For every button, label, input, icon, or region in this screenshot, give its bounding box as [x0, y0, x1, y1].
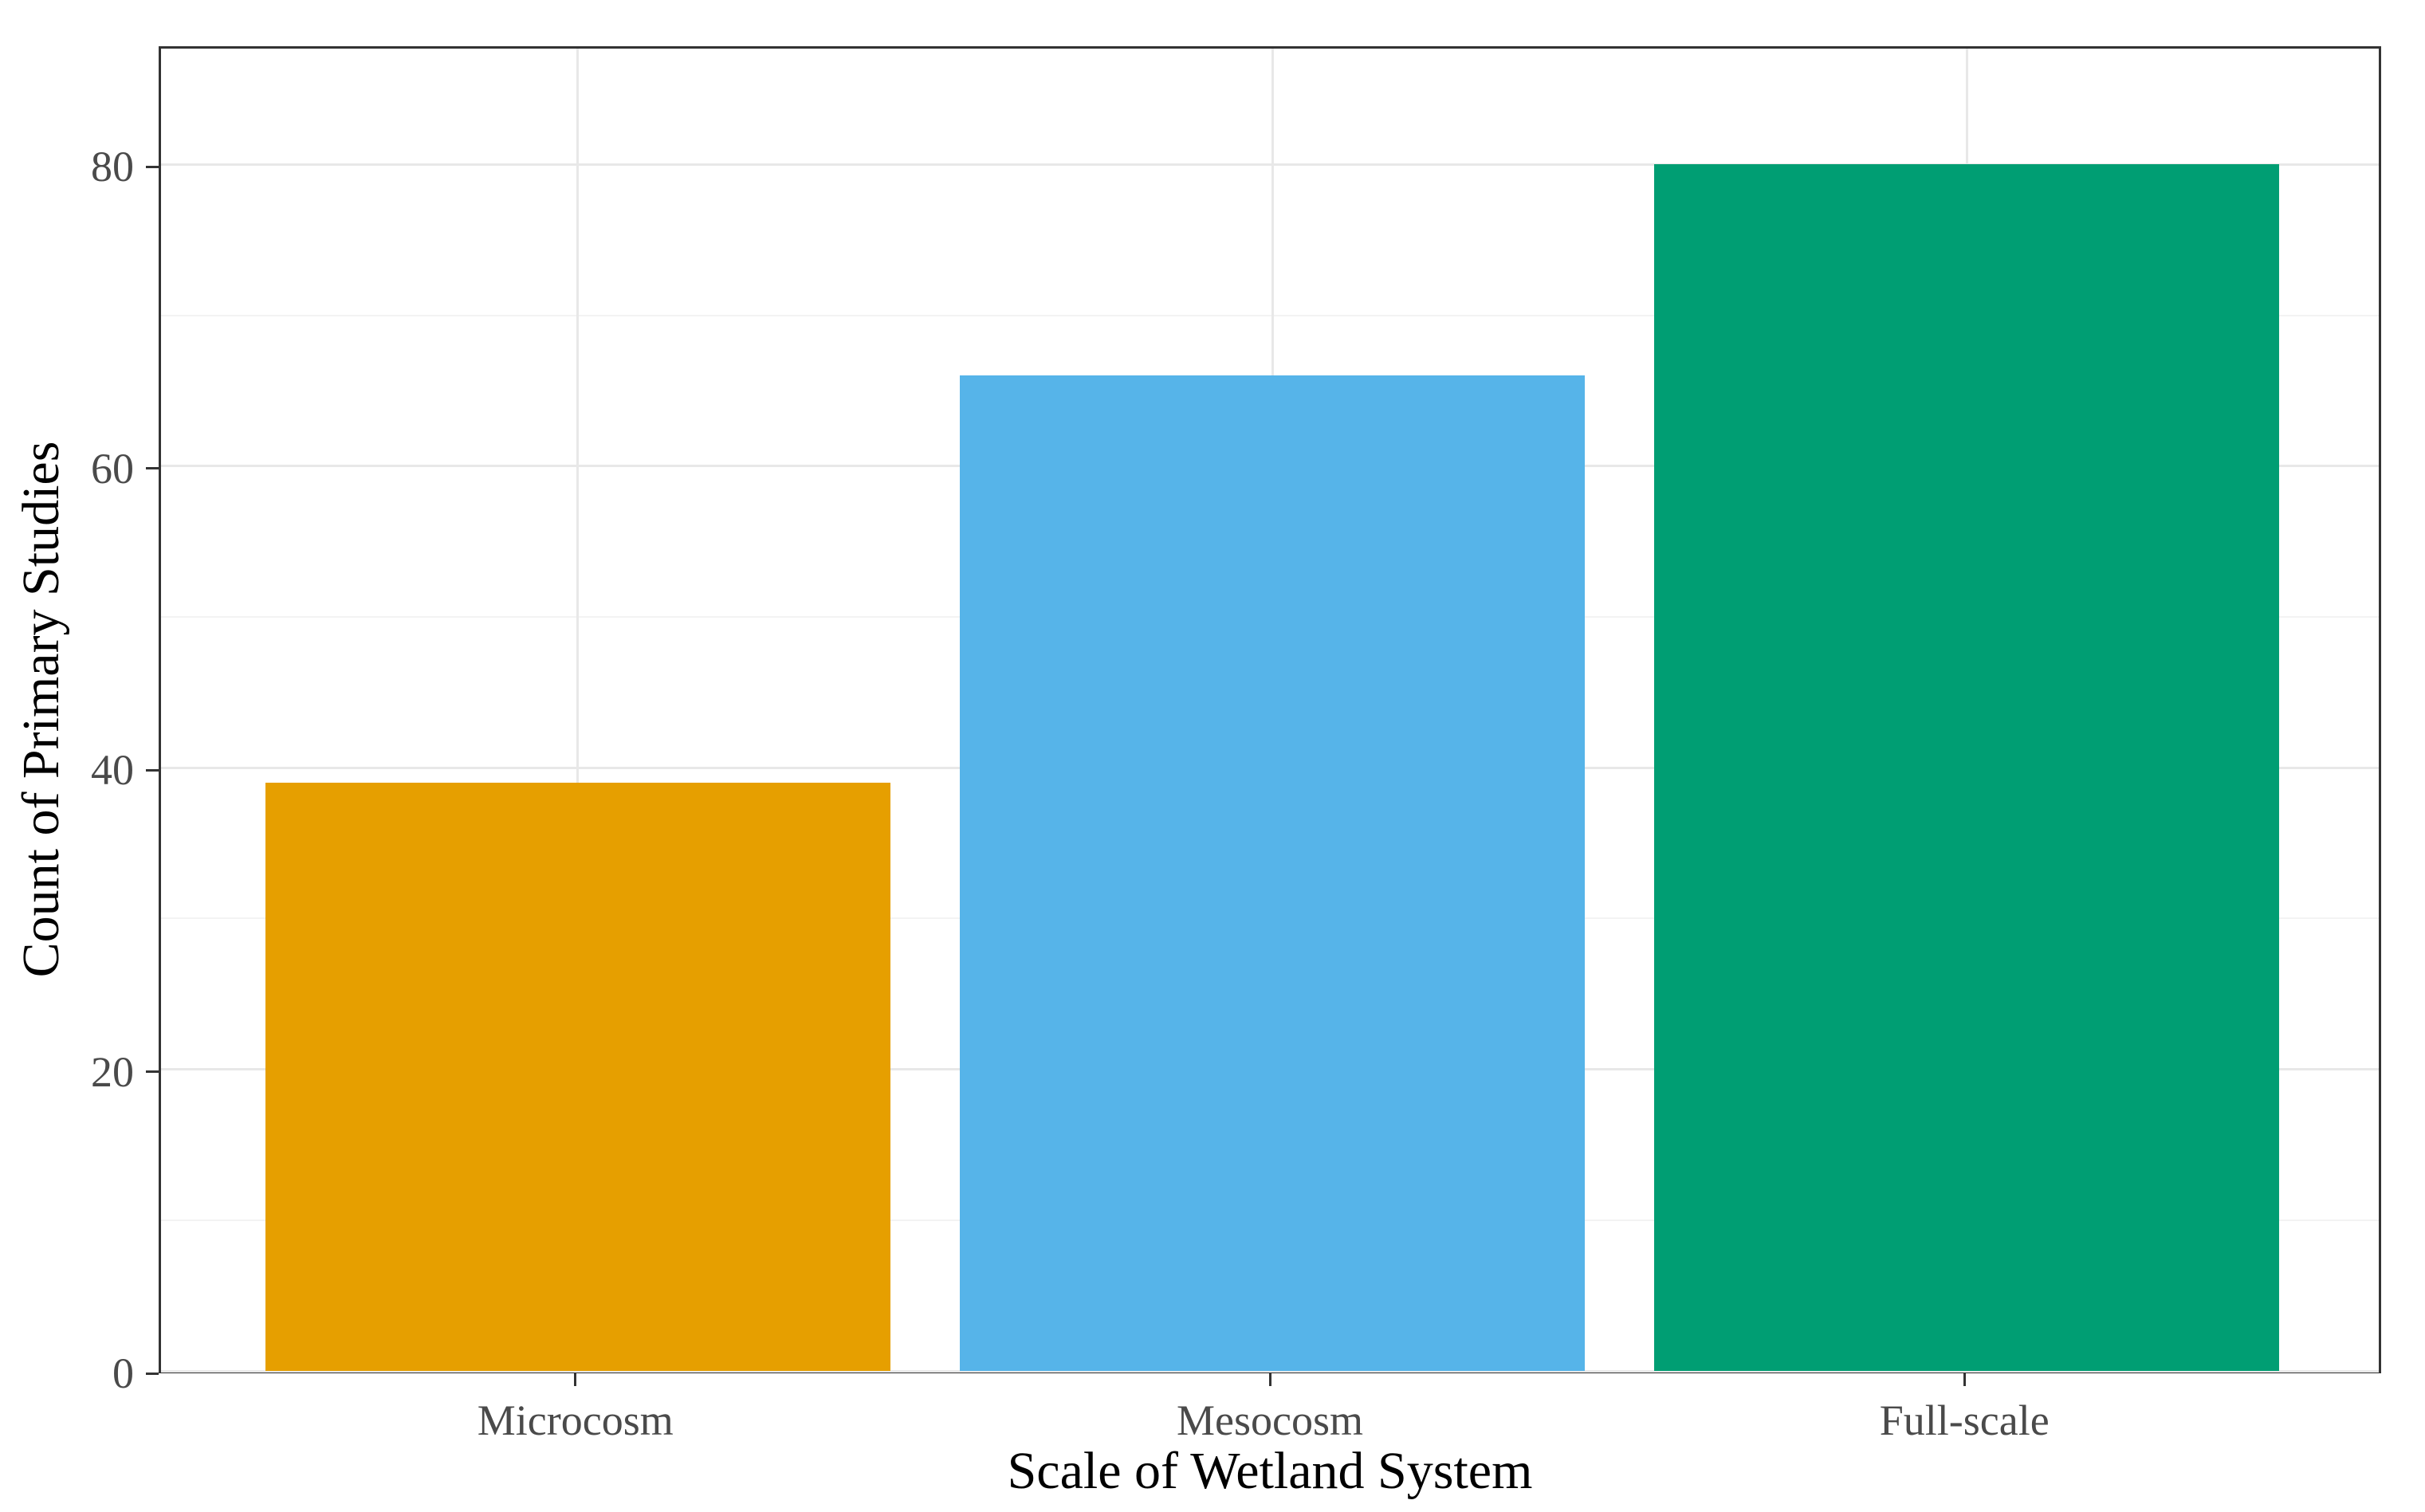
gridline-major-y-0	[161, 1369, 2379, 1373]
y-tick-label-40: 40	[91, 746, 134, 795]
x-axis-title: Scale of Wetland System	[1007, 1442, 1533, 1500]
y-axis-tick-0	[146, 1372, 159, 1375]
x-tick-label-microcosm: Microcosm	[477, 1396, 674, 1444]
gridline-minor-y-70	[161, 314, 2379, 316]
x-axis-tick-full-scale	[1963, 1373, 1966, 1386]
y-tick-label-20: 20	[91, 1047, 134, 1096]
x-axis-tick-mesocosm	[1268, 1373, 1271, 1386]
bar-microcosm	[265, 783, 890, 1371]
y-axis-title: Count of Primary Studies	[12, 441, 70, 978]
y-axis-tick-20	[146, 1070, 159, 1074]
gridline-major-x-microcosm	[576, 49, 580, 1371]
bar-mesocosm	[959, 375, 1586, 1371]
x-axis-tick-microcosm	[574, 1373, 577, 1386]
y-axis-tick-80	[146, 165, 159, 168]
bar-full-scale	[1654, 164, 2280, 1371]
y-tick-label-80: 80	[91, 143, 134, 191]
y-tick-label-0: 0	[112, 1349, 134, 1397]
x-tick-label-full-scale: Full-scale	[1879, 1396, 2050, 1444]
gridline-major-y-80	[161, 163, 2379, 166]
y-axis-tick-60	[146, 467, 159, 470]
y-axis-tick-40	[146, 768, 159, 772]
y-tick-label-60: 60	[91, 444, 134, 493]
x-tick-label-mesocosm: Mesocosm	[1177, 1396, 1363, 1444]
plot-panel	[159, 46, 2381, 1373]
